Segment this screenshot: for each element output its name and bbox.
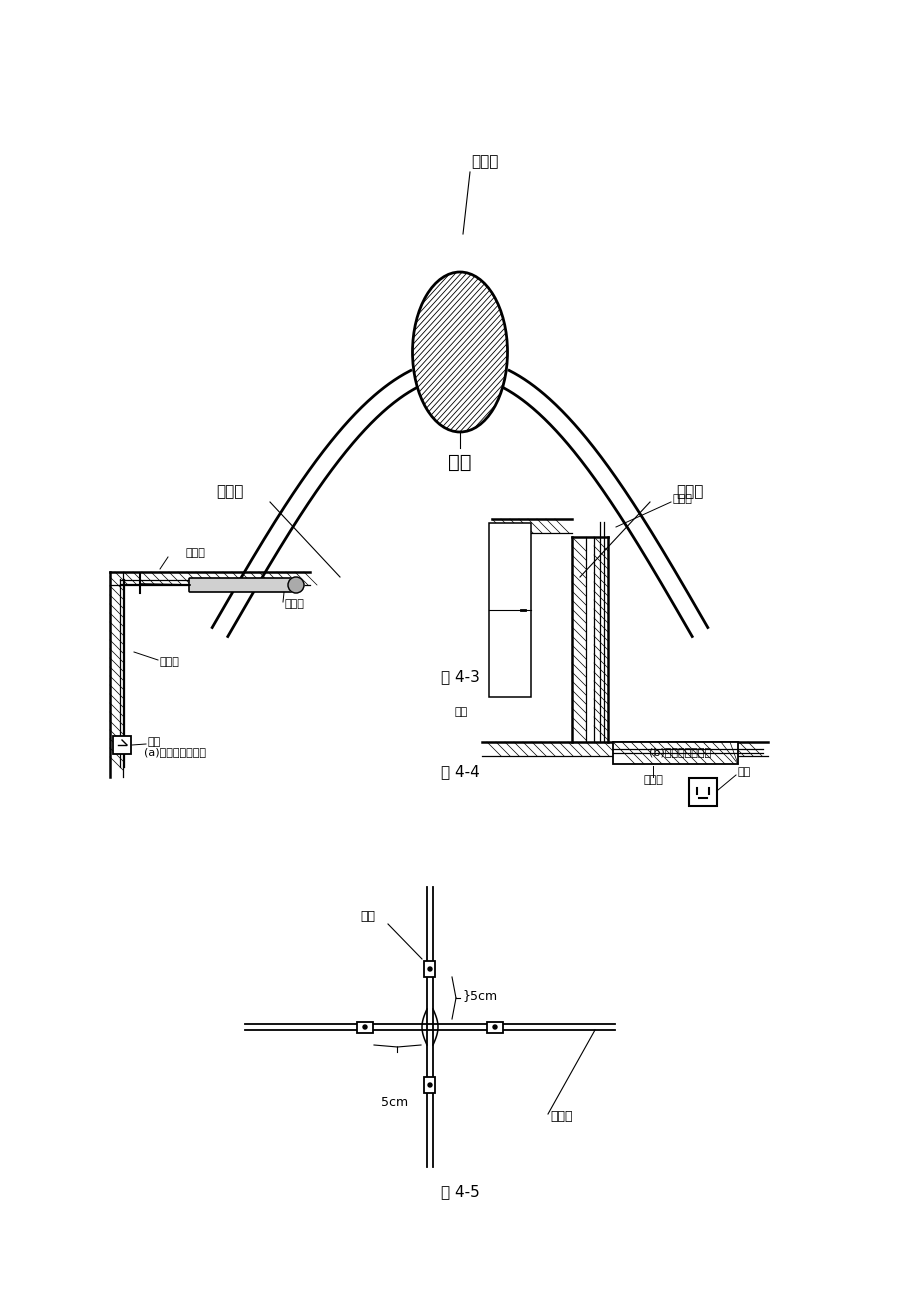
Circle shape [363,1025,367,1029]
Bar [486,1022,503,1032]
Text: 护套线: 护套线 [160,658,180,667]
Text: (a)导线沿墙角敷设: (a)导线沿墙角敷设 [144,747,206,756]
Text: 插座: 插座 [737,767,751,777]
Text: 天花板: 天花板 [185,548,205,559]
FancyBboxPatch shape [188,578,296,592]
Text: 日光灯: 日光灯 [285,599,304,609]
Text: 5cm: 5cm [381,1095,408,1108]
Circle shape [288,577,303,592]
Text: 木柱: 木柱 [448,453,471,471]
Text: 图 4-3: 图 4-3 [440,669,479,685]
Text: 墙脚板: 墙脚板 [642,775,663,785]
Bar [612,742,737,764]
Bar [424,1077,435,1092]
Text: 开关: 开关 [148,737,161,747]
Bar [113,736,130,754]
Text: 线卡: 线卡 [360,910,375,923]
Bar [357,1022,372,1032]
Bar [489,523,530,697]
Ellipse shape [412,272,507,432]
Bar [688,779,716,806]
Text: 图 4-4: 图 4-4 [440,764,479,780]
Text: 壁柜: 壁柜 [455,707,468,717]
Text: (b)导线沿墙脚敷设: (b)导线沿墙脚敷设 [648,747,710,756]
Circle shape [493,1025,496,1029]
Text: 硬塑管: 硬塑管 [471,155,498,169]
Text: 护套线: 护套线 [673,493,692,504]
Circle shape [427,967,432,971]
Text: 向下压: 向下压 [675,484,703,500]
Text: 护套线: 护套线 [550,1111,572,1124]
Text: }5cm: }5cm [461,990,496,1003]
Text: 向下压: 向下压 [216,484,244,500]
Circle shape [427,1083,432,1087]
Text: 图 4-5: 图 4-5 [440,1185,479,1199]
Bar [424,961,435,976]
